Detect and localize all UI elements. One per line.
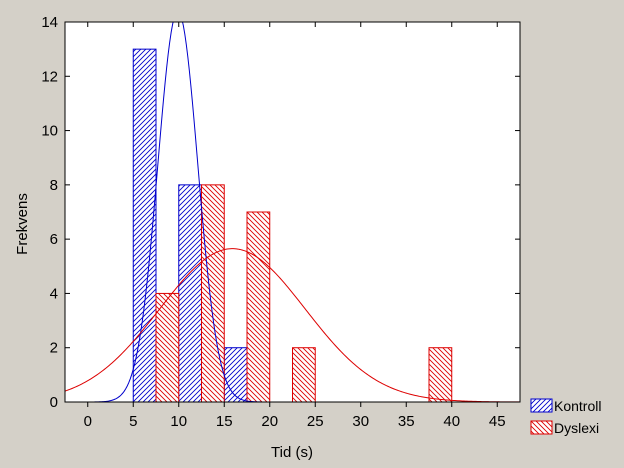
fit-curves-layer <box>65 22 520 402</box>
bars-layer <box>132 48 453 403</box>
x-tick-label-0: 0 <box>84 413 92 430</box>
legend: Kontroll Dyslexi <box>530 398 601 436</box>
legend-swatch-dyslexi <box>530 420 553 435</box>
bar-dyslexi-12.5 <box>201 184 225 403</box>
plot-frame <box>64 21 521 403</box>
x-tick-label-45: 45 <box>489 413 506 430</box>
y-axis-title: Frekvens <box>14 193 31 255</box>
legend-label-dyslexi: Dyslexi <box>554 420 599 436</box>
bar-dyslexi-17.5 <box>246 211 271 403</box>
fit-curve-dyslexi <box>65 248 520 402</box>
y-axis-ticks: 0 2 4 6 8 10 12 14 <box>41 14 520 411</box>
bar-kontroll-15 <box>223 347 248 403</box>
bar-dyslexi-37.5 <box>428 347 453 403</box>
bar-kontroll-10 <box>178 184 202 403</box>
x-tick-label-5: 5 <box>129 413 137 430</box>
legend-swatch-kontroll <box>530 398 553 413</box>
x-tick-label-10: 10 <box>170 413 187 430</box>
y-tick-label-6: 6 <box>50 231 58 248</box>
y-tick-label-4: 4 <box>50 285 58 302</box>
x-tick-label-40: 40 <box>443 413 460 430</box>
y-tick-label-8: 8 <box>50 177 58 194</box>
x-tick-label-30: 30 <box>352 413 369 430</box>
x-tick-label-20: 20 <box>261 413 278 430</box>
y-tick-label-10: 10 <box>41 123 58 140</box>
x-tick-label-15: 15 <box>216 413 233 430</box>
x-axis-ticks: 0 5 10 15 20 25 30 35 40 45 <box>84 22 506 430</box>
legend-label-kontroll: Kontroll <box>554 398 601 414</box>
y-tick-label-14: 14 <box>41 14 58 31</box>
y-tick-label-2: 2 <box>50 340 58 357</box>
fit-curve-kontroll <box>65 22 520 402</box>
bar-dyslexi-22.5 <box>292 347 316 403</box>
x-axis-title: Tid (s) <box>271 444 313 461</box>
x-tick-label-35: 35 <box>398 413 415 430</box>
y-tick-label-12: 12 <box>41 68 58 85</box>
x-tick-label-25: 25 <box>307 413 324 430</box>
y-tick-label-0: 0 <box>50 394 58 411</box>
